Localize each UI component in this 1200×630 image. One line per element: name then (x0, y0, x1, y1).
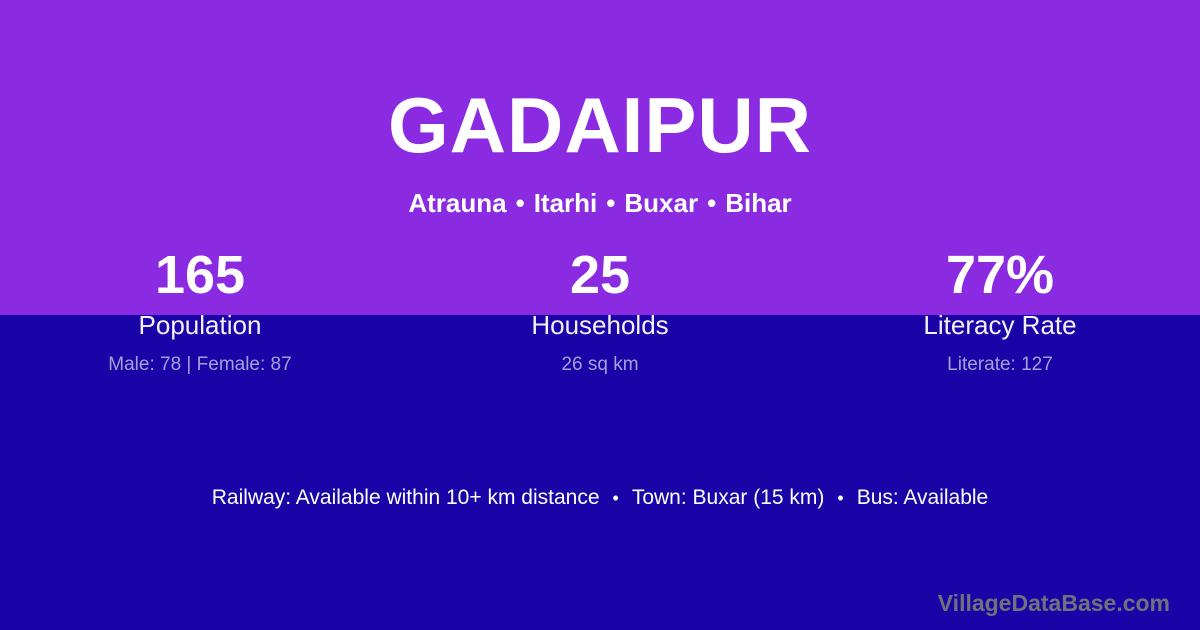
stat-households: 25 Households 26 sq km (400, 248, 800, 377)
bullet-separator: • (515, 188, 525, 218)
stat-label: Households (531, 310, 669, 340)
stat-value: 25 (569, 245, 631, 305)
stats-row: 165 Population Male: 78 | Female: 87 25 … (0, 248, 1200, 377)
stat-literacy-rate: 77% Literacy Rate Literate: 127 (800, 248, 1200, 377)
watermark-site-name: VillageDataBase.com (937, 590, 1170, 616)
amenity-bus: Bus: Available (856, 486, 989, 509)
breadcrumb-item-district: Buxar (624, 188, 699, 218)
amenities-bar: Railway: Available within 10+ km distanc… (0, 484, 1200, 511)
bullet-separator: • (612, 488, 619, 508)
amenity-railway: Railway: Available within 10+ km distanc… (211, 486, 600, 509)
stat-population: 165 Population Male: 78 | Female: 87 (0, 248, 400, 377)
stat-detail: Literate: 127 (947, 354, 1053, 376)
breadcrumb-item-subdistrict: Itarhi (533, 188, 598, 218)
card-header: GADAIPUR Atrauna • Itarhi • Buxar • Bihar (0, 86, 1200, 219)
stat-detail: Male: 78 | Female: 87 (108, 354, 292, 376)
bullet-separator: • (707, 188, 717, 218)
breadcrumb-item-block: Atrauna (408, 188, 507, 218)
breadcrumb-item-state: Bihar (725, 188, 792, 218)
stat-detail: 26 sq km (561, 354, 639, 376)
stat-value: 77% (945, 245, 1055, 305)
amenity-town: Town: Buxar (15 km) (631, 486, 825, 509)
bullet-separator: • (606, 188, 616, 218)
bullet-separator: • (837, 488, 844, 508)
stat-label: Literacy Rate (923, 310, 1077, 340)
location-breadcrumb: Atrauna • Itarhi • Buxar • Bihar (0, 188, 1200, 219)
stat-label: Population (138, 310, 262, 340)
stat-value: 165 (154, 245, 246, 305)
village-name-title: GADAIPUR (387, 81, 812, 169)
